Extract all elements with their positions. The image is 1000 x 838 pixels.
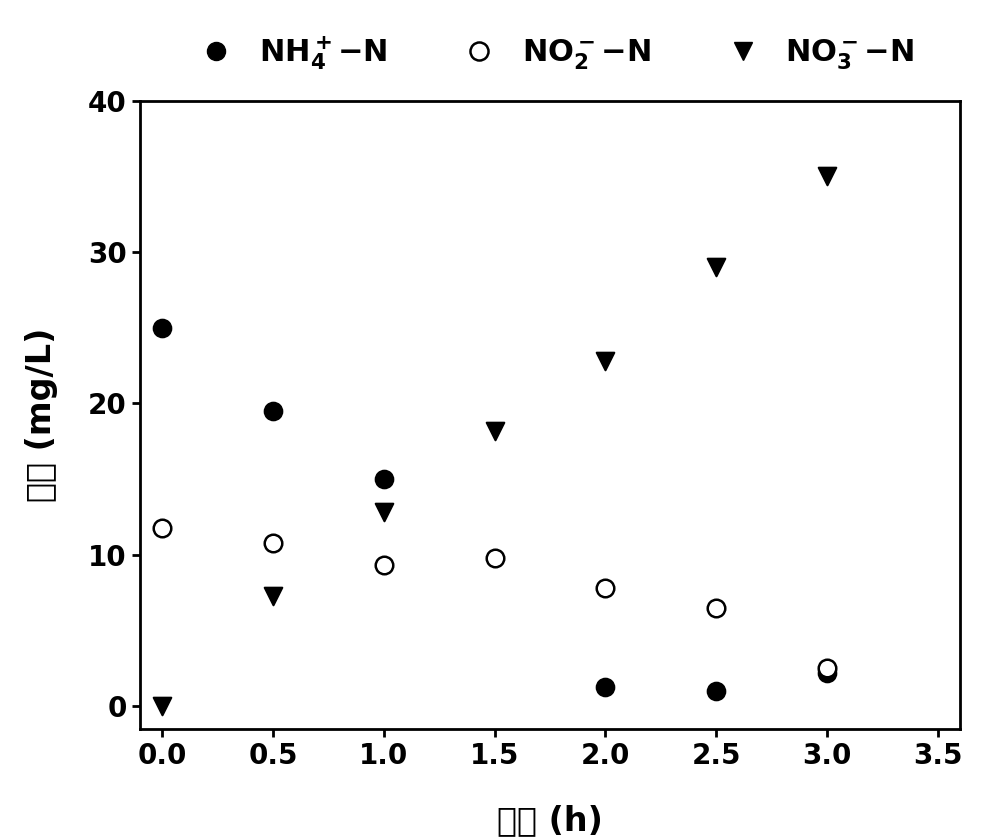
Point	[376, 559, 392, 572]
Text: 浓度 (mg/L): 浓度 (mg/L)	[25, 328, 58, 502]
Text: 时间 (h): 时间 (h)	[497, 804, 603, 837]
Point	[376, 473, 392, 486]
Point	[597, 354, 613, 368]
Point	[597, 680, 613, 693]
Point	[708, 685, 724, 698]
Point	[708, 261, 724, 274]
Point	[154, 700, 170, 713]
Point	[265, 536, 281, 550]
Point	[597, 582, 613, 595]
Point	[265, 589, 281, 603]
Point	[487, 424, 503, 437]
Point	[265, 404, 281, 417]
Point	[819, 666, 835, 680]
Point	[487, 551, 503, 565]
Legend: $\mathbf{NH_4^+}$$\mathbf{-N}$, $\mathbf{NO_2^-}$$\mathbf{-N}$, $\mathbf{NO_3^-}: $\mathbf{NH_4^+}$$\mathbf{-N}$, $\mathbf…	[186, 34, 914, 72]
Point	[819, 169, 835, 183]
Point	[819, 662, 835, 675]
Point	[708, 601, 724, 614]
Point	[154, 521, 170, 535]
Point	[376, 506, 392, 520]
Point	[154, 321, 170, 334]
